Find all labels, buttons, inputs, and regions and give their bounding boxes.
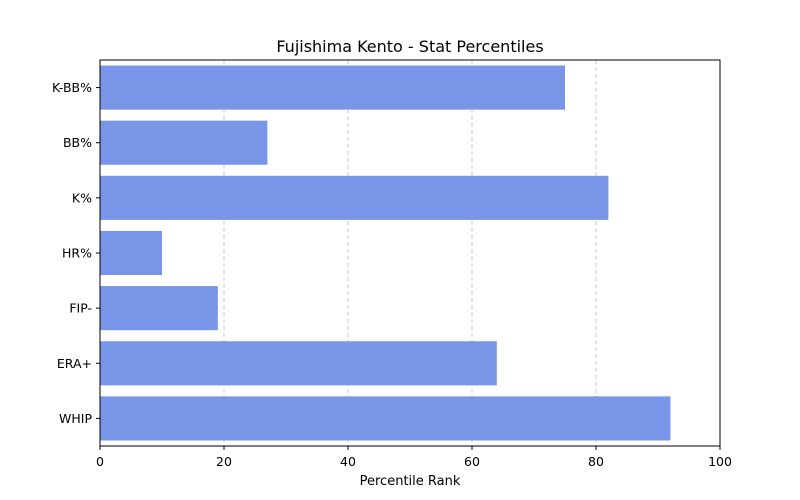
x-tick-label: 80 — [588, 454, 604, 469]
x-tick-label: 40 — [340, 454, 356, 469]
bar — [100, 341, 497, 386]
bars — [100, 65, 671, 441]
x-axis-label: Percentile Rank — [360, 474, 461, 489]
bar — [100, 175, 609, 220]
y-tick-label: FIP- — [69, 301, 92, 316]
x-tick-label: 100 — [708, 454, 732, 469]
y-axis-ticks: K-BB% BB% K% HR% FIP- ERA+ WHIP — [52, 80, 100, 426]
x-tick-label: 20 — [216, 454, 232, 469]
y-tick-label: ERA+ — [57, 356, 92, 371]
x-axis-ticks: 0 20 40 60 80 100 — [96, 446, 732, 469]
bar — [100, 230, 162, 276]
grid-lines — [223, 60, 597, 446]
bar — [100, 65, 565, 110]
y-tick-label: K% — [72, 190, 92, 205]
chart-title: Fujishima Kento - Stat Percentiles — [276, 37, 543, 56]
bar — [100, 120, 268, 165]
y-tick-label: K-BB% — [52, 80, 92, 95]
bar — [100, 396, 671, 441]
x-tick-label: 60 — [464, 454, 480, 469]
y-tick-label: WHIP — [59, 411, 92, 426]
y-tick-label: HR% — [62, 246, 92, 261]
bar — [100, 286, 218, 331]
plot-frame — [99, 59, 721, 447]
y-tick-label: BB% — [63, 135, 92, 150]
x-tick-label: 0 — [96, 454, 104, 469]
